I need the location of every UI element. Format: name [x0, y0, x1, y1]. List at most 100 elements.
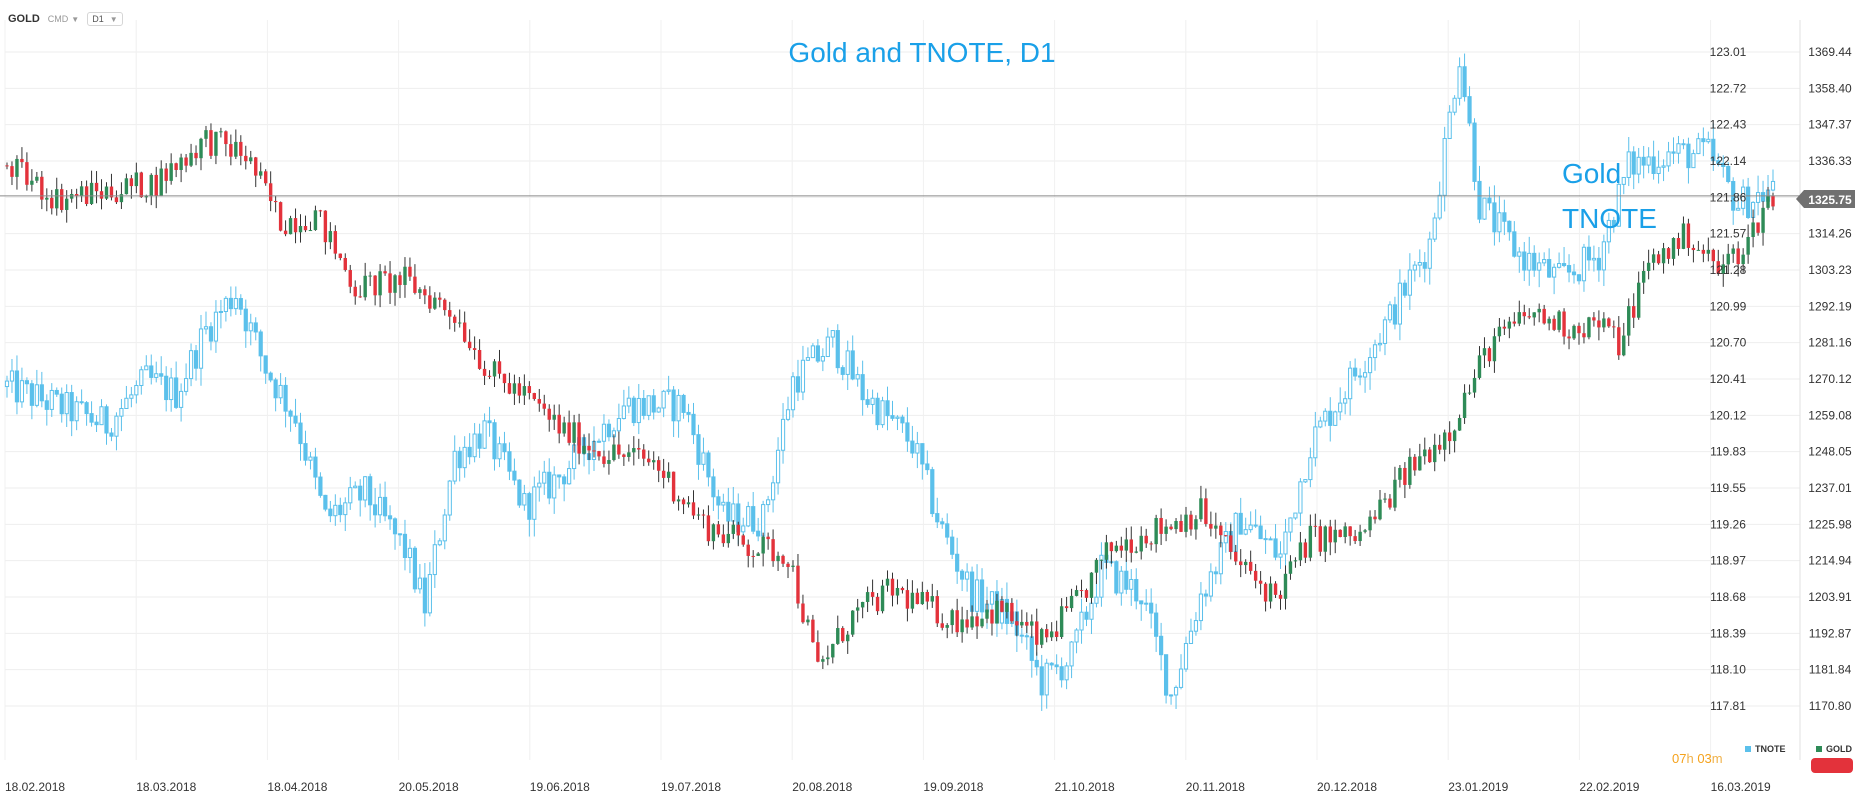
tnote-candle — [29, 383, 34, 406]
instrument-type-dropdown[interactable]: CMD ▼ — [48, 14, 79, 24]
tnote-candle — [1656, 166, 1661, 174]
gold-candle — [1219, 525, 1223, 536]
gold-axis-label: 1347.37 — [1808, 118, 1852, 132]
current-price-value: 1325.75 — [1808, 193, 1852, 207]
timeframe-dropdown[interactable]: D1 ▼ — [87, 12, 123, 26]
gold-candle — [627, 452, 631, 457]
tnote-candle — [1641, 156, 1646, 166]
tnote-candle — [1497, 212, 1502, 233]
gold-candle — [1333, 529, 1337, 543]
tnote-candle — [412, 547, 418, 590]
gold-candle — [676, 499, 681, 502]
gold-candle — [408, 266, 412, 277]
tnote-candle — [1183, 642, 1189, 670]
gold-candle — [1701, 249, 1706, 254]
tnote-candle — [1691, 153, 1696, 169]
tnote-candle — [1362, 372, 1368, 378]
red-indicator-button[interactable] — [1811, 758, 1853, 773]
gold-candle — [1303, 542, 1308, 558]
gold-candle — [393, 275, 397, 293]
gold-candle — [1000, 600, 1004, 612]
tnote-candle — [94, 421, 99, 426]
gold-candle — [1537, 308, 1541, 313]
chevron-down-icon: ▼ — [71, 14, 80, 24]
tnote-candle — [392, 518, 398, 535]
tnote-candle — [139, 369, 144, 386]
tnote-candle — [741, 525, 746, 533]
gold-candle — [1751, 222, 1755, 237]
tnote-candle — [681, 394, 686, 413]
gold-candle — [1343, 526, 1347, 538]
legend-tnote[interactable]: TNOTE — [1745, 744, 1786, 754]
tnote-candle — [1273, 538, 1278, 558]
gold-candle — [119, 194, 124, 203]
tnote-candle — [875, 397, 880, 426]
tnote-candle — [706, 452, 711, 478]
gold-candle — [129, 178, 134, 187]
tnote-candle — [905, 422, 910, 442]
tnote-candle — [1507, 220, 1512, 233]
gold-candle — [1582, 333, 1586, 338]
symbol-label[interactable]: GOLD — [8, 13, 40, 25]
gold-candle — [836, 628, 840, 644]
tnote-candle — [283, 384, 288, 412]
tnote-candle — [1437, 194, 1442, 219]
tnote-candle — [1268, 538, 1273, 541]
legend-gold[interactable]: GOLD — [1816, 744, 1852, 754]
gold-candle — [234, 141, 238, 157]
gold-candle — [453, 316, 457, 323]
gold-candle — [811, 619, 815, 643]
tnote-candle — [1323, 410, 1328, 422]
date-axis-label: 20.08.2018 — [792, 780, 852, 794]
gold-candle — [791, 565, 795, 567]
tnote-candle — [1591, 257, 1597, 261]
gold-candle — [1174, 520, 1178, 530]
tnote-candle — [1596, 257, 1601, 271]
gold-candle — [1129, 539, 1133, 553]
tnote-candle — [1626, 151, 1631, 178]
gold-candle — [194, 152, 198, 159]
tnote-candle — [74, 401, 79, 422]
gold-axis-label: 1225.98 — [1808, 517, 1852, 531]
gold-axis-label: 1358.40 — [1808, 81, 1852, 95]
tnote-candle — [9, 370, 15, 382]
gold-candle — [890, 578, 895, 596]
gold-candle — [298, 226, 303, 233]
tnote-candle — [979, 579, 985, 613]
tnote-candle — [1706, 138, 1711, 143]
tnote-candle — [756, 530, 761, 537]
tnote-candle — [646, 395, 651, 416]
gold-candle — [1452, 430, 1457, 442]
tnote-candle — [343, 502, 348, 516]
tnote-candle — [1089, 602, 1094, 620]
gold-candle — [388, 273, 392, 293]
tnote-candle — [1333, 411, 1338, 426]
tnote-candle — [1552, 266, 1557, 278]
gold-candle — [831, 643, 835, 658]
tnote-candle — [751, 506, 756, 532]
gold-candle — [1661, 248, 1666, 264]
tnote-candle — [795, 376, 801, 393]
tnote-candle — [547, 471, 552, 499]
tnote-candle — [507, 451, 512, 472]
gold-candle — [1557, 311, 1561, 330]
tnote-price-axis: 123.01 122.72 122.43 122.14 121.86 121.57 121.… — [1710, 45, 1747, 713]
gold-candle — [746, 544, 750, 556]
gold-candle — [1348, 526, 1352, 537]
tnote-candle — [1621, 176, 1626, 185]
gold-candle — [1094, 559, 1099, 573]
tnote-candle — [1512, 231, 1517, 257]
gold-candle — [104, 186, 109, 199]
gold-candle — [1179, 520, 1183, 532]
tnote-candle — [1248, 524, 1253, 531]
tnote-candle — [1686, 143, 1691, 169]
gold-candle — [532, 393, 537, 399]
gold-candle — [199, 138, 203, 159]
tnote-candle — [188, 350, 194, 380]
gold-candle — [781, 555, 785, 564]
tnote-candle — [99, 406, 104, 426]
tnote-candle — [84, 402, 89, 415]
gold-candle — [1338, 529, 1342, 538]
tnote-candle — [527, 493, 532, 520]
